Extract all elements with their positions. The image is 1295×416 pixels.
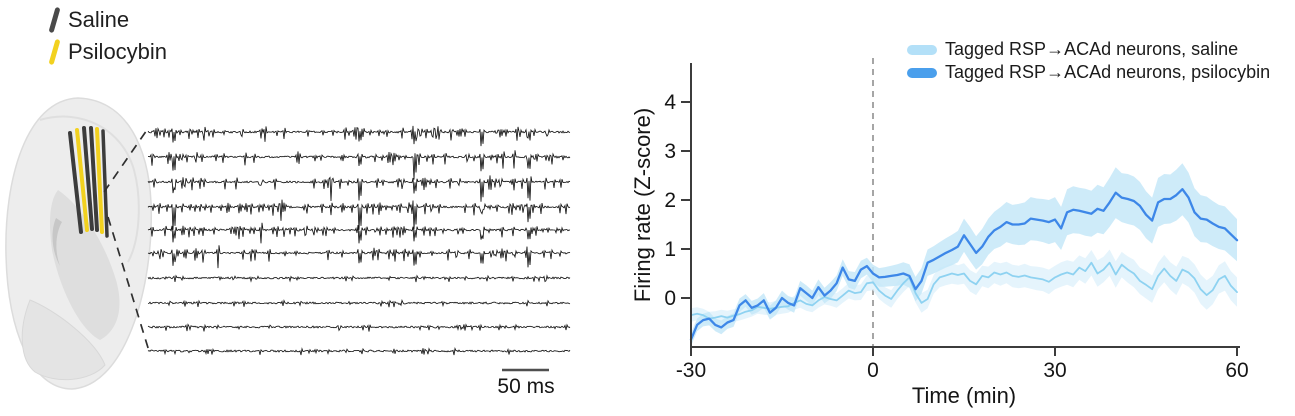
series-lines (689, 188, 1239, 341)
callout-dashed-lines (103, 126, 150, 352)
ephys-trace-row (147, 346, 571, 356)
y-tick-label: 0 (664, 287, 676, 310)
firing-rate-chart: -30 0 30 60 0 1 2 3 4 Time (min) Firing rate (Z… (630, 39, 1270, 408)
series-band-saline (691, 249, 1237, 326)
x-axis-title: Time (min) (912, 383, 1016, 408)
probe-tracks (68, 126, 109, 238)
ephys-trace-row (147, 125, 571, 147)
brain-ventricle (52, 218, 62, 266)
x-tick-label: 0 (867, 359, 879, 382)
ephys-trace-row (147, 299, 571, 308)
brain-inner-structure (50, 190, 120, 340)
error-bands (691, 163, 1237, 346)
ephys-trace-row (147, 274, 571, 283)
ephys-trace-row (147, 222, 571, 244)
legend-label-saline: Tagged RSP→ACAd neurons, saline (945, 39, 1238, 59)
y-tick-label: 1 (664, 238, 676, 261)
y-tick-label: 4 (664, 91, 676, 114)
scalebar-label: 50 ms (497, 375, 554, 398)
ephys-trace-row (147, 175, 571, 202)
brain-cortex-line (39, 115, 140, 263)
injection-legend: Saline Psilocybin (48, 4, 168, 68)
y-axis-title: Firing rate (Z-score) (630, 108, 655, 302)
saline-label: Saline (68, 7, 130, 32)
ephys-trace-row (147, 323, 571, 332)
x-ticks: -30 0 30 60 (676, 347, 1249, 382)
x-tick-label: 30 (1043, 359, 1066, 382)
series-line-saline (690, 261, 1238, 320)
psilocybin-label: Psilocybin (68, 39, 168, 64)
series-band-psilocybin (691, 163, 1237, 346)
brain-schematic (5, 97, 153, 390)
legend-swatch-saline (907, 45, 937, 55)
ephys-trace-row (148, 150, 571, 180)
legend-item-saline: Saline (48, 4, 167, 36)
x-tick-label: 60 (1225, 359, 1248, 382)
ephys-traces (147, 125, 571, 356)
legend-swatch-psilocybin (907, 68, 937, 78)
ephys-trace-row (147, 245, 571, 269)
x-tick-label: -30 (676, 359, 706, 382)
legend-item-psilocybin: Psilocybin (48, 36, 168, 68)
legend-label-psilocybin: Tagged RSP→ACAd neurons, psilocybin (945, 62, 1270, 82)
brain-lower-lobe (21, 299, 106, 381)
chart-legend: Tagged RSP→ACAd neurons, saline Tagged R… (907, 39, 1270, 82)
ephys-trace-row (147, 199, 571, 230)
y-ticks: 0 1 2 3 4 (664, 91, 691, 310)
y-tick-label: 2 (664, 189, 676, 212)
left-panel: 50 ms (5, 97, 571, 398)
series-line-psilocybin (689, 188, 1239, 341)
axes (690, 63, 1240, 348)
y-tick-label: 3 (664, 140, 676, 163)
